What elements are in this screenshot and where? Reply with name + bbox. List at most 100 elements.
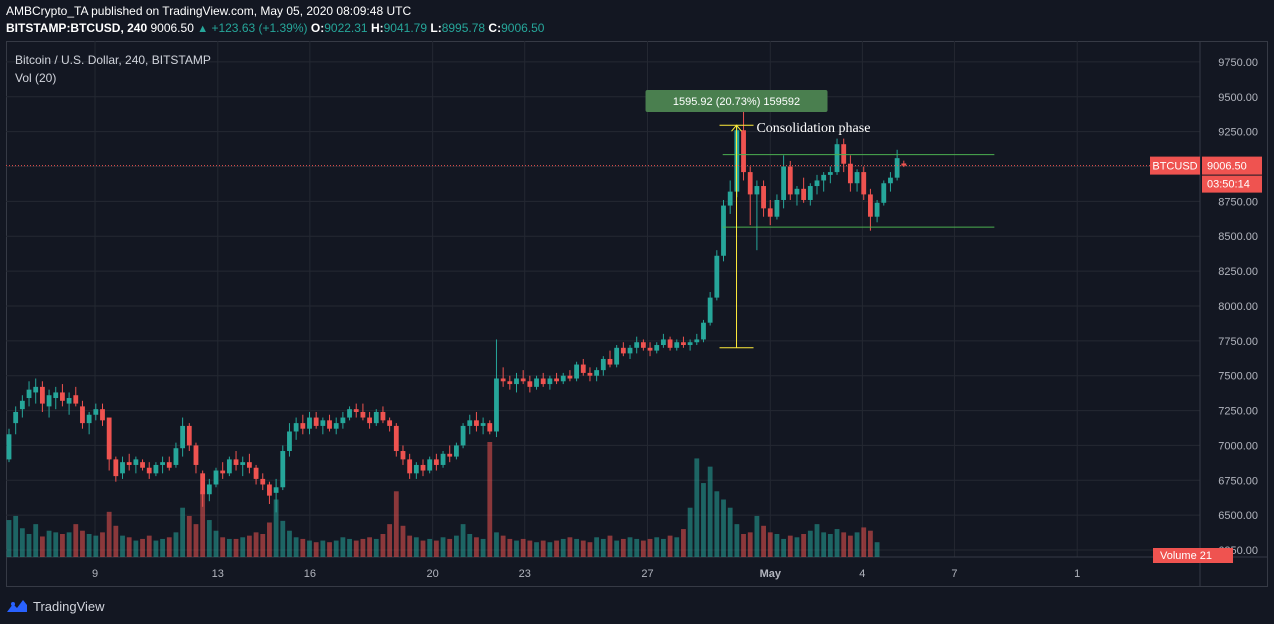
volume-bar (86, 534, 92, 557)
candle-body (26, 389, 32, 399)
volume-bar (253, 532, 259, 557)
volume-bar (807, 530, 813, 557)
volume-bar (26, 534, 32, 557)
price-tick-label: 8750.00 (1218, 196, 1258, 208)
volume-bar (126, 537, 132, 557)
candle-body (807, 186, 813, 200)
symbol-price-tag (1150, 156, 1200, 175)
volume-bar (547, 542, 553, 557)
candle-body (640, 342, 646, 348)
candle-body (787, 166, 793, 195)
volume-bar (494, 532, 499, 557)
consolidation-annotation: Consolidation phase (756, 121, 870, 136)
candle-body (353, 409, 359, 412)
candle-body (140, 462, 145, 468)
volume-bar (13, 515, 19, 557)
volume-bar (220, 537, 226, 557)
volume-bar (694, 458, 700, 557)
candle-body (654, 345, 660, 351)
candle-body (133, 459, 139, 465)
candle-body (280, 451, 286, 488)
volume-bar (487, 442, 493, 557)
volume-bar (19, 528, 25, 557)
volume-bar (373, 538, 379, 557)
candle-body (587, 372, 593, 376)
candle-body (534, 378, 539, 387)
volume-bar (520, 538, 526, 557)
candle-body (393, 425, 399, 452)
volume-bar (727, 507, 733, 557)
volume-bar (734, 524, 740, 557)
volume-bar (280, 520, 286, 557)
price-tick-label: 8500.00 (1218, 231, 1258, 243)
candle-body (687, 342, 693, 346)
candle-body (547, 378, 553, 385)
candle-body (614, 347, 620, 365)
volume-bar (287, 530, 292, 557)
candle-body (307, 417, 312, 429)
time-tick-label: 13 (212, 568, 224, 580)
volume-bar (627, 537, 633, 557)
candle-body (560, 375, 566, 382)
candle-body (841, 144, 847, 164)
volume-bar (53, 532, 59, 557)
price-chart[interactable]: 1595.92 (20.73%) 159592 Consolidation pha… (6, 41, 1268, 587)
candle-body (814, 180, 820, 187)
tradingview-footer[interactable]: TradingView (6, 595, 105, 617)
volume-bar (387, 524, 393, 557)
candle-body (273, 487, 279, 493)
volume-bar (400, 525, 406, 557)
volume-bar (874, 542, 880, 557)
volume-bar (567, 537, 573, 557)
time-tick-label: 1 (1074, 568, 1080, 580)
candle-body (300, 423, 306, 429)
candle-body (714, 255, 720, 298)
volume-bar (93, 535, 99, 557)
volume-bar (741, 534, 746, 557)
volume-bar (447, 538, 453, 557)
volume-bar (140, 538, 145, 557)
volume-bar (560, 538, 566, 557)
candle-body (206, 484, 212, 495)
candle-body (420, 464, 426, 471)
time-tick-label: 9 (92, 568, 98, 580)
volume-bar (761, 525, 766, 557)
candle-body (620, 347, 626, 354)
volume-bar (413, 537, 419, 557)
time-tick-label: 23 (519, 568, 531, 580)
candle-body (567, 375, 573, 379)
candle-body (260, 478, 266, 485)
volume-bar (420, 540, 426, 557)
volume-bar (827, 534, 833, 557)
volume-bar (100, 532, 105, 557)
volume-bar (186, 515, 192, 557)
volume-bar (320, 540, 326, 557)
price-tick-label: 9250.00 (1218, 127, 1258, 139)
candle-body (901, 163, 907, 166)
volume-tag-label: Volume 21 (1160, 550, 1212, 562)
volume-bar (33, 524, 39, 557)
volume-bar (273, 499, 279, 557)
volume-bar (453, 535, 459, 557)
candle-body (360, 411, 366, 418)
volume-bar (353, 540, 359, 557)
candle-body (100, 409, 105, 421)
price-tick-label: 9750.00 (1218, 57, 1258, 69)
price-tick-label: 9500.00 (1218, 92, 1258, 104)
candle-body (674, 342, 680, 348)
volume-bar (113, 525, 119, 557)
volume-bar (360, 538, 366, 557)
price-tick-label: 7250.00 (1218, 406, 1258, 418)
volume-bar (153, 540, 159, 557)
open-value: 9022.31 (324, 21, 368, 35)
volume-bar (821, 532, 827, 557)
volume-bar (721, 499, 726, 557)
candle-body (373, 411, 379, 424)
volume-bar (707, 466, 713, 557)
volume-bar (200, 491, 206, 557)
volume-bar (467, 534, 473, 557)
symbol-ohlc-line: BITSTAMP:BTCUSD, 240 9006.50 ▲ +123.63 (… (6, 21, 545, 35)
candle-body (120, 462, 125, 474)
candle-body (761, 186, 766, 209)
candle-body (80, 406, 85, 424)
